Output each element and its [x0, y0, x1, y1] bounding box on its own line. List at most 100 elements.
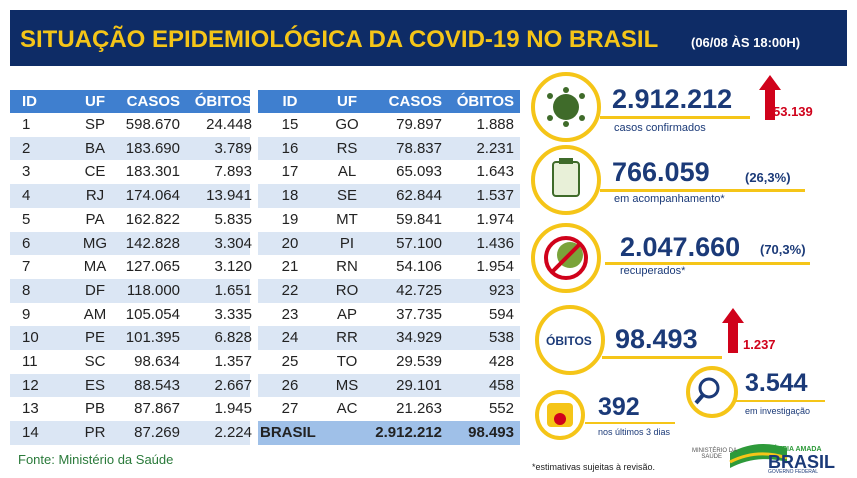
table-cell: 3: [22, 163, 31, 181]
table-cell: 1.974: [476, 210, 514, 228]
underline: [585, 422, 675, 424]
source: Fonte: Ministério da Saúde: [18, 452, 174, 467]
table-cell: 1.357: [214, 353, 252, 370]
table-cell: 3.304: [214, 234, 252, 252]
table-cell: ES: [84, 376, 105, 394]
row-bg: [258, 373, 520, 398]
row-bg: [258, 136, 520, 161]
table-cell: 11: [22, 353, 38, 370]
table-cell: 42.725: [396, 281, 442, 299]
table-cell: SP: [84, 116, 105, 133]
table-cell: 2: [22, 139, 31, 157]
table-cell: 21.263: [396, 400, 442, 418]
table-cell: 174.064: [125, 187, 180, 205]
confirmed-delta: 53.139: [773, 104, 813, 119]
table-cell: 923: [488, 281, 514, 299]
underline: [735, 400, 825, 402]
title: SITUAÇÃO EPIDEMIOLÓGICA DA COVID-19 NO B…: [20, 26, 659, 53]
monitoring-label: em acompanhamento*: [614, 193, 725, 205]
table-cell: 59.841: [396, 210, 442, 228]
table-cell: 54.106: [396, 258, 442, 276]
table-cell: CE: [84, 163, 106, 181]
table-cell: 3.789: [214, 139, 252, 157]
table-cell: 87.269: [134, 424, 180, 442]
table-cell: 1.954: [476, 258, 514, 276]
table-cell: 6.828: [214, 329, 252, 347]
table-cell: RO: [335, 281, 359, 299]
table-cell: 10: [22, 329, 39, 347]
investigation-label: em investigação: [745, 406, 811, 416]
table-cell: 4: [22, 187, 31, 205]
table-cell: 5: [22, 210, 31, 228]
table-cell: 57.100: [396, 234, 442, 252]
table-cell: 29.539: [396, 353, 442, 370]
table-cell: 21: [281, 258, 299, 276]
country: BRASIL: [768, 452, 835, 472]
table-cell: 458: [488, 376, 514, 394]
table-cell: 37.735: [396, 305, 442, 323]
table-cell: AC: [336, 400, 358, 418]
table-cell: 34.929: [396, 329, 442, 347]
table-cell: 127.065: [125, 258, 180, 276]
icons: [531, 72, 788, 468]
column-header: CASOS: [126, 93, 180, 110]
table-cell: 65.093: [396, 163, 442, 181]
table-cell: 24: [281, 329, 299, 347]
table-cell: 538: [488, 329, 514, 347]
table-cell: 552: [488, 400, 514, 418]
column-header: CASOS: [388, 93, 442, 110]
row-bg: [10, 278, 250, 303]
row-bg: [258, 184, 520, 208]
table-cell: 7: [22, 258, 31, 276]
table-cell: 428: [488, 353, 514, 370]
table-cell: MT: [336, 210, 358, 228]
table-cell: 118.000: [126, 281, 180, 299]
table-header-bg: [258, 90, 520, 113]
table-cell: 79.897: [396, 116, 442, 133]
table-cell: SE: [336, 187, 357, 205]
table-cell: 183.301: [125, 163, 180, 181]
underline: [605, 262, 810, 265]
table-cell: 22: [281, 281, 299, 299]
table-cell: RS: [336, 139, 358, 157]
row-bg: [10, 373, 250, 398]
table-cell: 78.837: [396, 139, 442, 157]
table-cell: RR: [336, 329, 358, 347]
table-cell: 14: [22, 424, 39, 442]
table-cell: 20: [281, 234, 299, 252]
table-cell: RN: [336, 258, 358, 276]
table-header-bg: [10, 90, 250, 113]
deaths-value: 98.493: [615, 324, 698, 354]
subtitle: (06/08 ÀS 18:00H): [691, 35, 801, 50]
table-cell: MS: [335, 376, 359, 394]
table-cell: 88.543: [134, 376, 180, 394]
header-band: [10, 10, 847, 66]
table-cell: 25: [281, 353, 299, 370]
table-cell: AM: [83, 305, 107, 323]
deaths-delta: 1.237: [743, 337, 776, 352]
table-cell: 1.651: [214, 281, 252, 299]
table-cell: PI: [339, 234, 355, 252]
table-cell: 105.054: [125, 305, 180, 323]
table-cell: 2.667: [214, 376, 252, 394]
row-bg: [10, 231, 250, 256]
table-cell: 5.835: [214, 210, 252, 228]
underline: [600, 189, 805, 192]
last-days-value: 392: [598, 393, 640, 421]
ministry-line: MINISTÉRIO DA: [692, 448, 738, 454]
ministry-logo: MINISTÉRIO DA SAÚDE: [692, 448, 738, 460]
table-cell: 13: [22, 400, 39, 418]
underline: [600, 116, 750, 119]
column-header: UF: [85, 93, 105, 110]
monitoring-value: 766.059: [612, 157, 710, 187]
table-cell: PB: [84, 400, 105, 418]
table-cell: 3.120: [214, 258, 252, 276]
table-cell: 594: [488, 305, 514, 323]
table-cell: AP: [336, 305, 357, 323]
table-cell: 1.643: [476, 163, 514, 181]
table-cell: 15: [281, 116, 299, 133]
row-bg: [10, 421, 250, 445]
monitoring-percent: (26,3%): [745, 170, 791, 185]
table-cell: 8: [22, 281, 31, 299]
